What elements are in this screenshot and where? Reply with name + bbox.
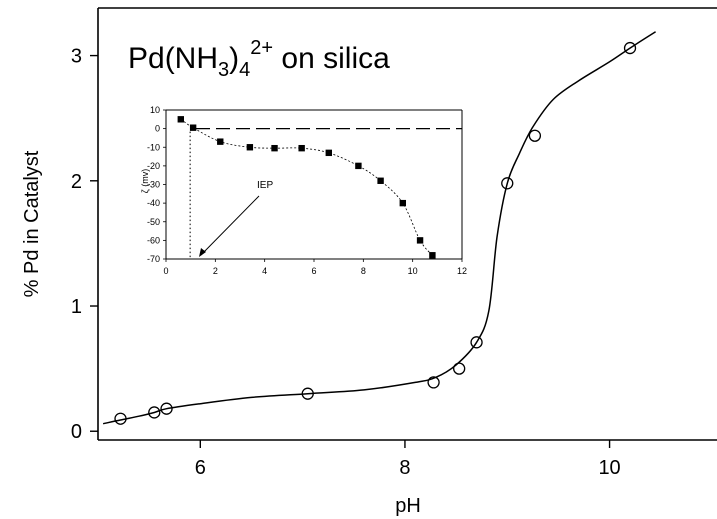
inset-ticks: 0 2 4 6 8 10 12 10 0 -10 -20 -30 -40 -50 -60 -70 — [147, 105, 467, 276]
inset-data-point — [377, 177, 384, 184]
data-point — [148, 406, 161, 419]
y-tick-label: 3 — [71, 46, 82, 68]
inset-data-point — [217, 138, 224, 145]
title-subscript-4: 4 — [239, 59, 250, 81]
inset-data-point — [399, 199, 406, 207]
data-point — [114, 412, 127, 425]
iep-arrow-head — [199, 248, 206, 257]
inset-background — [120, 93, 480, 293]
inset-x-tick-label: 8 — [361, 266, 366, 276]
inset-x-tick-label: 10 — [408, 266, 418, 276]
y-tick-label: 0 — [71, 421, 82, 443]
title-superscript: 2+ — [250, 37, 273, 59]
inset-data-point — [416, 237, 424, 244]
inset-data-point — [177, 116, 184, 123]
inset-data-point — [246, 144, 254, 151]
data-point — [528, 129, 542, 142]
inset-x-tick-label: 12 — [457, 266, 467, 276]
main-data-points — [114, 41, 637, 425]
title-rest: on silica — [273, 42, 390, 75]
inset-data-point — [189, 124, 197, 131]
inset-y-tick-label: -40 — [147, 198, 160, 208]
inset-y-tick-label: -10 — [147, 142, 160, 152]
inset-y-tick-label: -70 — [147, 254, 160, 264]
inset-x-tick-label: 2 — [213, 266, 218, 276]
inset-data-point — [355, 162, 362, 170]
iep-arrow-line — [200, 195, 260, 256]
inset-data-point — [325, 149, 332, 157]
inset-data-points — [177, 116, 436, 259]
inset-data-point — [271, 144, 278, 152]
inset-data-point — [429, 252, 436, 259]
inset-y-tick-label: -30 — [147, 180, 160, 190]
y-axis-label: % Pd in Catalyst — [21, 150, 43, 297]
chart-title: Pd(NH3)42+ on silica — [128, 37, 390, 81]
main-plot-frame — [97, 7, 717, 441]
inset-y-tick-label: -60 — [147, 235, 160, 245]
inset-y-tick-label: -50 — [147, 217, 160, 227]
title-paren: ) — [229, 42, 239, 75]
data-point — [623, 41, 637, 55]
inset-x-tick-label: 6 — [311, 266, 316, 276]
title-subscript-3: 3 — [218, 59, 229, 81]
data-point — [160, 402, 173, 415]
title-base: Pd(NH — [128, 42, 218, 75]
data-point — [427, 376, 440, 389]
inset-y-tick-label: 10 — [150, 105, 160, 115]
data-point — [453, 362, 466, 375]
inset-y-tick-label: 0 — [155, 124, 160, 134]
data-point — [301, 387, 314, 400]
inset-panel: ζ (mv) 0 2 4 6 8 10 12 10 0 -10 -20 -30 -40 -50 -60 -70… — [120, 93, 480, 293]
inset-data-point — [298, 144, 305, 152]
inset-y-tick-label: -20 — [147, 161, 160, 171]
x-axis-label: pH — [395, 495, 421, 517]
x-tick-label: 6 — [195, 457, 206, 479]
y-tick-label: 1 — [71, 296, 82, 318]
iep-annotation: IEP — [257, 180, 273, 191]
inset-x-tick-label: 0 — [163, 266, 168, 276]
x-tick-label: 8 — [399, 457, 410, 479]
y-tick-label: 2 — [71, 171, 82, 193]
data-point — [501, 177, 514, 190]
inset-y-axis-label: ζ (mv) — [140, 169, 150, 193]
x-tick-label: 10 — [598, 457, 620, 479]
data-point — [470, 336, 483, 349]
inset-x-tick-label: 4 — [262, 266, 267, 276]
